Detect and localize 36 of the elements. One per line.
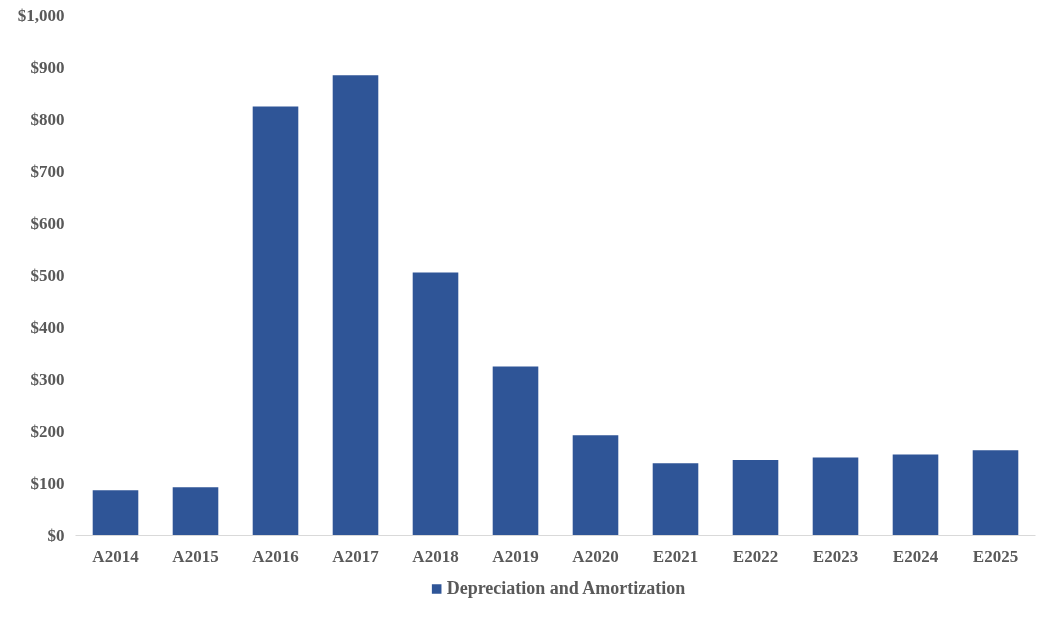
- bar: [572, 435, 619, 536]
- bar: [172, 487, 219, 536]
- x-tick-label: E2023: [812, 546, 859, 566]
- x-tick-label: E2022: [732, 546, 779, 566]
- x-tick-label: A2017: [332, 546, 380, 566]
- bar: [732, 460, 779, 536]
- x-tick-label: A2020: [572, 546, 619, 566]
- bar: [92, 490, 139, 536]
- x-tick-label: A2019: [492, 546, 539, 566]
- y-tick-label: $500: [30, 266, 65, 285]
- bar: [972, 450, 1019, 536]
- bar: [492, 366, 539, 536]
- y-tick-label: $400: [30, 318, 65, 337]
- x-tick-label: A2016: [252, 546, 299, 566]
- y-tick-label: $1,000: [17, 6, 65, 25]
- x-tick-label: E2024: [892, 546, 939, 566]
- bar: [892, 454, 939, 536]
- y-tick-label: $100: [30, 474, 65, 493]
- bar: [252, 106, 299, 536]
- bar: [812, 457, 859, 536]
- bar: [652, 463, 699, 536]
- x-tick-label: A2018: [412, 546, 459, 566]
- x-tick-label: A2014: [92, 546, 140, 566]
- y-tick-label: $900: [30, 58, 65, 77]
- x-tick-label: A2015: [172, 546, 219, 566]
- legend-label: Depreciation and Amortization: [446, 577, 686, 599]
- y-tick-label: $800: [30, 110, 65, 129]
- y-tick-label: $300: [30, 370, 65, 389]
- y-tick-label: $600: [30, 214, 65, 233]
- y-tick-label: $200: [30, 422, 65, 441]
- x-tick-label: E2021: [652, 546, 699, 566]
- x-tick-label: E2025: [972, 546, 1019, 566]
- y-tick-label: $700: [30, 162, 65, 181]
- y-tick-label: $0: [47, 526, 65, 545]
- bar: [412, 272, 459, 536]
- bar: [332, 75, 379, 536]
